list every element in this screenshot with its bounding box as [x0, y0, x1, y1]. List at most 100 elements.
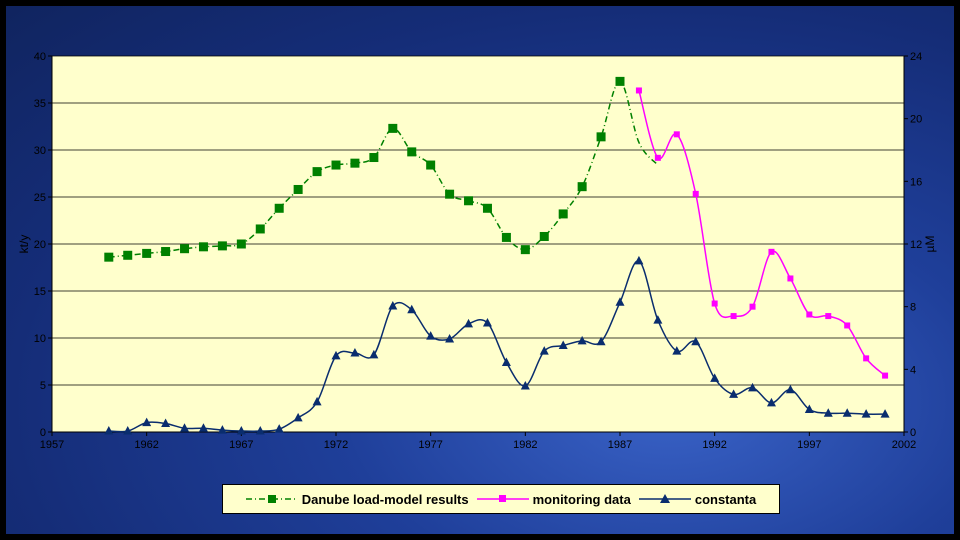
- slide-background: 1957 1962 1967 1972 1977 1982 1987 1992 1997 2002…: [6, 6, 954, 534]
- data-point-constanta: [255, 426, 265, 435]
- data-point-monitoring-data: [692, 190, 699, 197]
- data-point-danube-load-model-results: [217, 241, 227, 251]
- data-point-danube-load-model-results: [596, 132, 606, 142]
- data-point-monitoring-data: [825, 313, 832, 320]
- x-tick-label: 1962: [134, 439, 158, 451]
- y-left-tick-label: 0: [40, 427, 46, 439]
- x-tick-label: 1992: [702, 439, 726, 451]
- data-point-monitoring-data: [730, 313, 737, 320]
- data-point-danube-load-model-results: [236, 239, 246, 249]
- data-point-constanta: [804, 404, 814, 413]
- x-tick-label: 1957: [40, 439, 64, 451]
- data-point-monitoring-data: [863, 355, 870, 362]
- data-point-danube-load-model-results: [123, 250, 133, 260]
- data-point-constanta: [842, 408, 852, 417]
- data-point-constanta: [482, 317, 492, 327]
- data-point-constanta: [596, 336, 606, 346]
- data-point-constanta: [426, 331, 436, 340]
- data-point-monitoring-data: [635, 87, 642, 94]
- data-point-monitoring-data: [787, 275, 794, 282]
- legend: Danube load-model results monitoring dat…: [222, 484, 780, 514]
- data-point-constanta: [142, 417, 152, 427]
- data-point-danube-load-model-results: [104, 252, 114, 262]
- data-point-constanta: [785, 384, 795, 394]
- data-point-danube-load-model-results: [388, 123, 398, 133]
- series-danube-load-model-results: [104, 76, 659, 262]
- data-point-constanta: [748, 382, 758, 392]
- data-point-danube-load-model-results: [369, 153, 379, 163]
- x-tick-label: 1982: [513, 439, 537, 451]
- legend-swatch-constanta: [638, 494, 691, 503]
- x-tick-label: 1987: [608, 439, 632, 451]
- data-point-constanta: [407, 304, 417, 314]
- y-right-tick-label: 0: [910, 427, 916, 439]
- data-point-constanta: [274, 424, 284, 433]
- data-point-danube-load-model-results: [142, 248, 152, 258]
- data-point-constanta: [710, 373, 720, 382]
- legend-swatch-danube: [245, 495, 298, 503]
- data-point-constanta: [766, 397, 776, 407]
- data-point-constanta: [520, 380, 530, 390]
- data-point-constanta: [180, 423, 190, 432]
- data-point-constanta: [691, 336, 701, 346]
- data-point-danube-load-model-results: [426, 160, 436, 170]
- data-point-constanta: [577, 335, 587, 345]
- legend-label-danube: Danube load-model results: [301, 491, 469, 507]
- chart: 1957 1962 1967 1972 1977 1982 1987 1992 1997 2002…: [17, 51, 937, 451]
- legend-label-constanta: constanta: [694, 491, 757, 507]
- legend-item-monitoring: monitoring data: [476, 491, 631, 507]
- x-tick-label: 1977: [418, 439, 442, 451]
- data-point-danube-load-model-results: [255, 224, 265, 234]
- data-point-danube-load-model-results: [198, 242, 208, 252]
- data-point-danube-load-model-results: [161, 247, 171, 257]
- data-point-constanta: [558, 340, 568, 350]
- data-point-constanta: [217, 425, 227, 434]
- data-point-danube-load-model-results: [501, 232, 511, 242]
- data-point-constanta: [464, 318, 474, 328]
- data-point-danube-load-model-results: [350, 158, 360, 168]
- y-right-tick-label: 20: [910, 114, 922, 126]
- data-point-constanta: [634, 255, 644, 265]
- data-point-monitoring-data: [844, 322, 851, 329]
- data-point-constanta: [539, 346, 549, 355]
- x-tick-label: 1997: [797, 439, 821, 451]
- data-point-monitoring-data: [749, 303, 756, 310]
- series-constanta: [104, 255, 890, 435]
- data-point-constanta: [331, 350, 341, 360]
- data-point-danube-load-model-results: [274, 203, 284, 213]
- data-point-constanta: [293, 412, 303, 422]
- data-point-danube-load-model-results: [312, 167, 322, 177]
- data-point-constanta: [312, 396, 322, 406]
- data-point-constanta: [161, 418, 171, 428]
- data-point-constanta: [388, 301, 398, 310]
- data-point-constanta: [653, 315, 663, 324]
- data-point-constanta: [104, 426, 114, 435]
- data-point-danube-load-model-results: [293, 184, 303, 194]
- y-axis-label-left: kt/y: [17, 235, 31, 254]
- data-point-constanta: [350, 348, 360, 357]
- legend-item-constanta: constanta: [638, 491, 757, 507]
- series-monitoring-data: [635, 87, 889, 379]
- data-point-danube-load-model-results: [577, 182, 587, 192]
- data-point-monitoring-data: [673, 131, 680, 138]
- data-point-constanta: [823, 408, 833, 417]
- data-point-danube-load-model-results: [520, 245, 530, 255]
- y-left-tick-label: 35: [34, 98, 46, 110]
- y-axis-label-right: µM: [923, 236, 937, 253]
- data-point-constanta: [369, 349, 379, 359]
- legend-swatch-monitoring: [476, 495, 529, 502]
- data-point-danube-load-model-results: [615, 76, 625, 86]
- data-point-danube-load-model-results: [539, 231, 549, 241]
- legend-label-monitoring: monitoring data: [532, 491, 631, 507]
- y-left-tick-label: 40: [34, 51, 46, 63]
- y-left-tick-label: 10: [34, 333, 46, 345]
- y-left-tick-label: 25: [34, 192, 46, 204]
- y-right-tick-label: 24: [910, 51, 922, 63]
- data-point-danube-load-model-results: [464, 196, 474, 206]
- data-point-constanta: [615, 297, 625, 306]
- data-point-constanta: [501, 357, 511, 366]
- x-tick-label: 2002: [892, 439, 916, 451]
- y-left-tick-label: 15: [34, 286, 46, 298]
- y-left-tick-label: 30: [34, 145, 46, 157]
- data-point-constanta: [861, 409, 871, 418]
